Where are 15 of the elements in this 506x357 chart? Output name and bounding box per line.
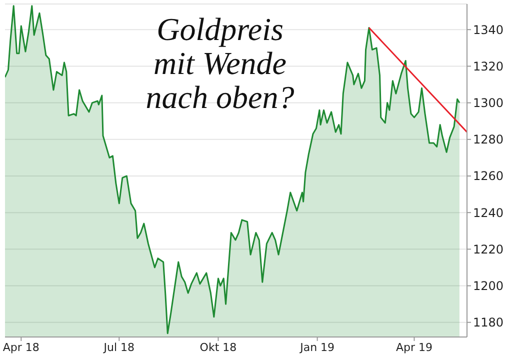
- y-tick-label: 1280: [473, 132, 504, 147]
- x-tick-label: Apr 18: [2, 340, 40, 354]
- text: Goldpreis mit Wende nach oben?: [145, 11, 295, 115]
- y-tick-label: 1300: [473, 96, 504, 110]
- y-tick-label: 1260: [473, 169, 504, 184]
- y-tick-label: 1340: [473, 22, 504, 37]
- y-tick-label: 1200: [473, 279, 504, 294]
- x-tick-label: Jan 19: [299, 340, 335, 354]
- y-tick-label: 1220: [473, 242, 504, 256]
- y-tick-label: 1240: [473, 206, 504, 220]
- y-tick-label: 1180: [473, 316, 504, 330]
- x-tick-label: Jul 18: [102, 340, 135, 354]
- y-tick-label: 1320: [473, 59, 504, 74]
- x-tick-label: Okt 18: [200, 340, 237, 354]
- x-tick-label: Apr 19: [396, 340, 432, 354]
